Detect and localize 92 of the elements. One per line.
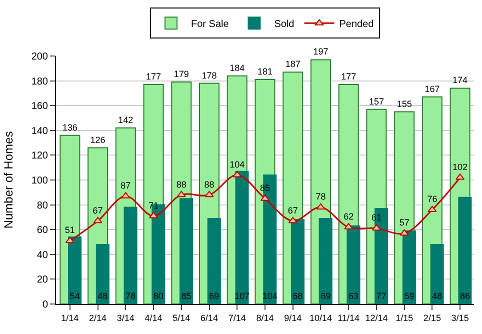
data-label: 174 xyxy=(452,75,468,86)
data-label: 48 xyxy=(432,291,442,301)
data-label: 80 xyxy=(153,291,164,301)
data-label: 48 xyxy=(98,291,108,301)
data-label: 77 xyxy=(376,291,386,301)
data-label: 178 xyxy=(202,70,217,80)
data-label: 63 xyxy=(348,291,358,301)
data-label: 69 xyxy=(209,291,220,301)
data-label: 197 xyxy=(313,46,328,57)
y-tick-label: 20 xyxy=(36,274,48,286)
x-tick-label: 1/14 xyxy=(61,312,79,323)
bar xyxy=(207,218,221,304)
x-tick-label: 2/15 xyxy=(423,312,441,323)
data-label: 179 xyxy=(174,69,189,80)
data-label: 102 xyxy=(452,162,468,172)
x-tick-label: 8/14 xyxy=(256,312,274,323)
legend-label: Sold xyxy=(274,19,294,30)
x-tick-label: 12/14 xyxy=(365,312,388,323)
y-tick-label: 60 xyxy=(36,225,48,236)
y-tick-label: 140 xyxy=(31,126,48,137)
x-tick-label: 3/15 xyxy=(451,312,469,323)
data-label: 88 xyxy=(176,179,186,190)
x-tick-label: 6/14 xyxy=(200,312,218,323)
data-label: 59 xyxy=(404,291,414,301)
data-label: 86 xyxy=(460,291,470,301)
y-tick-label: 200 xyxy=(31,52,48,62)
y-axis-title: Number of Homes xyxy=(2,131,16,229)
bar xyxy=(346,225,360,304)
data-label: 51 xyxy=(64,225,75,236)
data-label: 62 xyxy=(344,211,354,222)
y-tick-label: 160 xyxy=(31,101,48,112)
point xyxy=(316,203,326,210)
bar xyxy=(290,219,305,304)
data-label: 104 xyxy=(230,159,245,170)
bar xyxy=(96,244,110,304)
data-label: 181 xyxy=(257,66,273,77)
bar xyxy=(458,196,472,304)
point xyxy=(93,216,102,224)
point xyxy=(428,206,437,212)
data-label: 155 xyxy=(396,98,412,109)
data-label: 68 xyxy=(292,291,303,301)
data-label: 54 xyxy=(70,291,80,301)
x-tick-label: 7/14 xyxy=(228,312,246,323)
bar xyxy=(124,206,138,304)
data-label: 67 xyxy=(288,205,298,216)
y-tick-label: 0 xyxy=(42,300,48,310)
data-label: 126 xyxy=(90,134,106,145)
data-label: 85 xyxy=(181,291,192,301)
data-label: 76 xyxy=(427,194,438,204)
data-label: 87 xyxy=(120,180,131,190)
bar xyxy=(318,218,332,304)
bar xyxy=(235,170,249,304)
bar xyxy=(402,230,416,304)
y-tick-label: 80 xyxy=(36,200,48,212)
legend-label: Pended xyxy=(339,19,374,30)
y-tick-label: 180 xyxy=(31,76,48,88)
y-tick-label: 40 xyxy=(36,250,48,261)
data-label: 187 xyxy=(285,59,300,70)
data-label: 177 xyxy=(146,72,162,82)
point xyxy=(176,190,186,198)
data-label: 184 xyxy=(230,62,245,73)
point xyxy=(288,216,298,224)
data-label: 67 xyxy=(92,205,103,216)
data-label: 78 xyxy=(316,192,326,202)
y-tick-label: 100 xyxy=(31,176,48,186)
point xyxy=(400,229,409,236)
data-label: 78 xyxy=(126,291,136,301)
data-label: 177 xyxy=(341,72,356,82)
data-label: 88 xyxy=(204,179,214,190)
x-tick-label: 2/14 xyxy=(89,312,107,323)
x-tick-label: 4/14 xyxy=(144,312,162,323)
x-tick-label: 1/15 xyxy=(396,312,414,323)
x-tick-label: 3/14 xyxy=(116,312,134,323)
legend-label: For Sale xyxy=(191,19,230,30)
x-tick-label: 10/14 xyxy=(309,312,332,323)
point xyxy=(65,236,74,244)
bar xyxy=(68,236,82,304)
x-tick-label: 9/14 xyxy=(284,312,302,323)
data-label: 69 xyxy=(320,291,331,301)
bar xyxy=(430,244,444,304)
point xyxy=(204,190,214,198)
y-tick-label: 120 xyxy=(31,150,48,162)
x-tick-label: 5/14 xyxy=(172,312,190,323)
data-label: 57 xyxy=(399,218,410,228)
bar xyxy=(180,198,194,304)
data-label: 157 xyxy=(368,96,384,106)
data-label: 167 xyxy=(424,84,440,94)
x-tick-label: 11/14 xyxy=(338,312,360,323)
data-label: 136 xyxy=(62,122,78,132)
data-label: 142 xyxy=(118,114,134,125)
point xyxy=(148,212,158,218)
point xyxy=(372,224,382,231)
